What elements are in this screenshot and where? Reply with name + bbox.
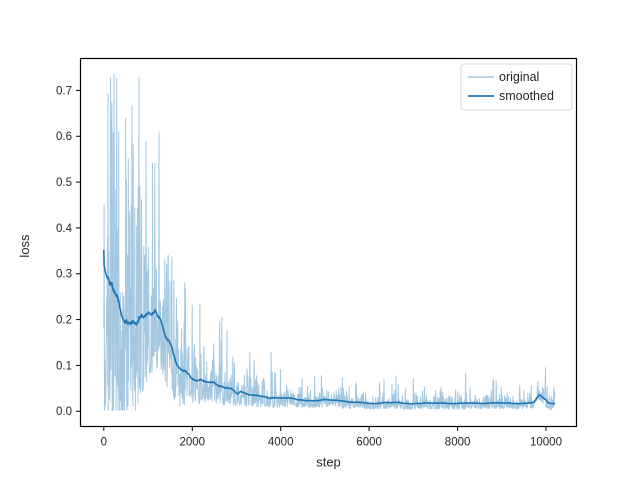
svg-text:2000: 2000 bbox=[180, 437, 206, 449]
svg-text:8000: 8000 bbox=[445, 437, 471, 449]
svg-text:0.3: 0.3 bbox=[56, 269, 72, 281]
svg-text:0.5: 0.5 bbox=[56, 177, 72, 189]
svg-text:6000: 6000 bbox=[356, 437, 382, 449]
svg-text:0.0: 0.0 bbox=[56, 406, 72, 418]
svg-text:0.2: 0.2 bbox=[56, 315, 72, 327]
svg-text:smoothed: smoothed bbox=[499, 89, 554, 103]
svg-text:4000: 4000 bbox=[268, 437, 294, 449]
svg-text:loss: loss bbox=[17, 234, 32, 258]
svg-text:0: 0 bbox=[101, 437, 107, 449]
svg-text:0.6: 0.6 bbox=[56, 131, 72, 143]
svg-text:original: original bbox=[499, 70, 539, 84]
svg-text:step: step bbox=[316, 455, 341, 470]
svg-text:0.4: 0.4 bbox=[56, 223, 73, 235]
svg-text:0.7: 0.7 bbox=[56, 85, 72, 97]
svg-text:0.1: 0.1 bbox=[56, 360, 72, 372]
svg-text:10000: 10000 bbox=[530, 437, 562, 449]
